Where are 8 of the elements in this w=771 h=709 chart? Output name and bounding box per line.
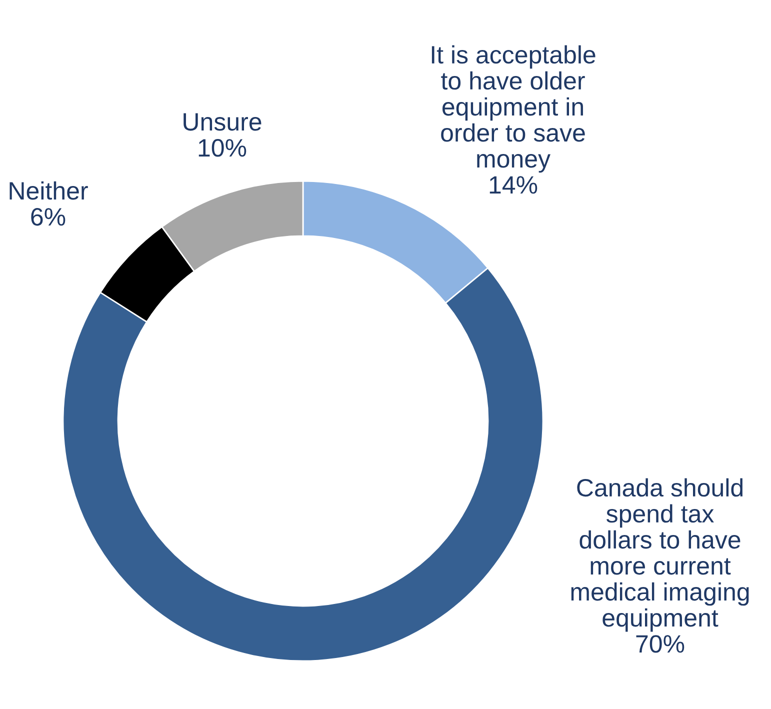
slice-label: Neither	[10, 181, 88, 200]
data-label: 14%	[490, 176, 538, 194]
slice-label: It is acceptable to have older equipment in order to save money	[432, 45, 596, 173]
data-label: 6%	[31, 208, 66, 226]
data-label: 70%	[636, 635, 684, 653]
slice-label: Unsure	[184, 113, 262, 131]
data-label: 10%	[198, 139, 246, 157]
slice-label: Canada should spend tax dollars to have more current medical imaging equipment	[571, 478, 749, 632]
